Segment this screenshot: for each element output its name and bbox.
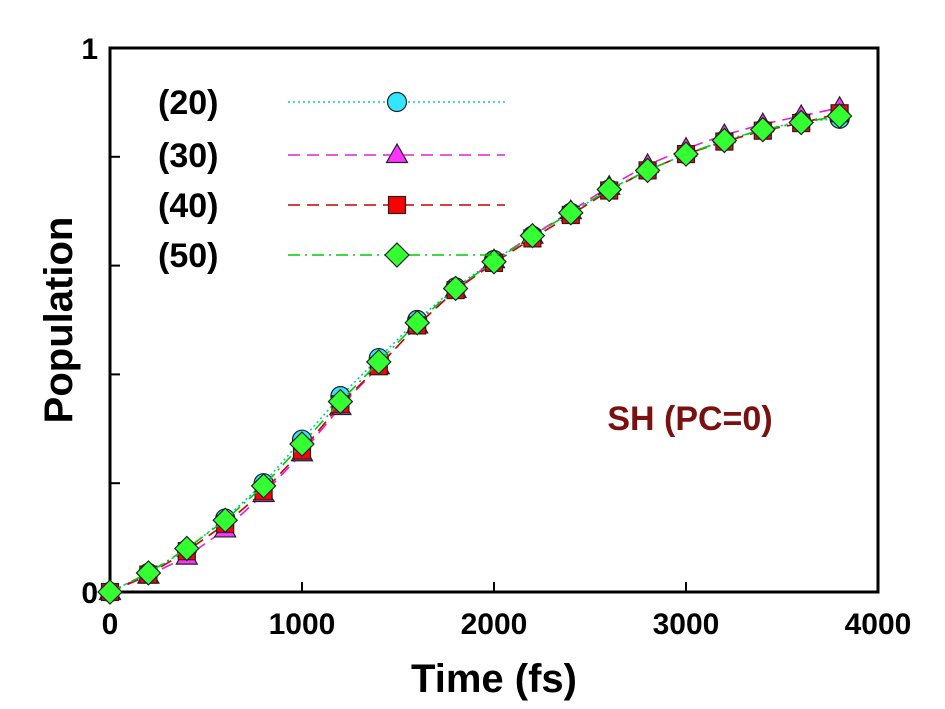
legend-entry: (30) [158, 137, 505, 175]
data-point [404, 309, 431, 336]
legend-entry: (40) [158, 187, 505, 225]
series-0 [99, 108, 850, 603]
series-3 [97, 103, 853, 605]
data-point [365, 349, 392, 375]
legend-label: (20) [158, 84, 218, 122]
x-tick-label: 1000 [269, 608, 336, 641]
data-point [596, 176, 623, 203]
y-tick-label: 1 [81, 33, 98, 66]
y-axis-title: Population [37, 217, 81, 424]
x-tick-label: 4000 [845, 608, 912, 641]
data-point [826, 103, 853, 129]
legend-label: (50) [158, 237, 218, 275]
legend-entry: (50) [158, 237, 505, 275]
ticks-layer: 0 1000 2000 3000 4000 0 1 [81, 33, 911, 641]
series-layer [97, 95, 853, 605]
data-point [519, 222, 546, 249]
legend-marker [387, 195, 407, 215]
y-tick-label: 0 [81, 577, 98, 610]
legend: (20) (30) (40) (50) [158, 84, 505, 275]
data-point [749, 116, 776, 143]
legend-marker [384, 242, 410, 268]
x-tick-label: 3000 [653, 608, 720, 641]
data-point [557, 199, 584, 226]
annotation-label: SH (PC=0) [607, 400, 772, 438]
legend-label: (30) [158, 137, 218, 175]
data-point [212, 507, 239, 534]
data-point [634, 157, 661, 184]
data-point [173, 535, 200, 562]
legend-label: (40) [158, 187, 218, 225]
data-point [250, 473, 277, 499]
legend-entry: (20) [158, 84, 505, 122]
data-point [289, 431, 315, 457]
data-point [135, 560, 162, 586]
series-2 [100, 104, 849, 602]
x-tick-label: 2000 [461, 608, 528, 641]
x-tick-label: 0 [102, 608, 119, 641]
data-point [442, 275, 469, 302]
data-point [711, 127, 738, 154]
data-point [673, 141, 699, 167]
x-axis-title: Time (fs) [411, 657, 577, 701]
legend-marker [385, 142, 409, 164]
data-point [97, 579, 123, 605]
data-point [327, 388, 354, 415]
data-point [788, 109, 815, 136]
legend-marker [386, 91, 408, 113]
